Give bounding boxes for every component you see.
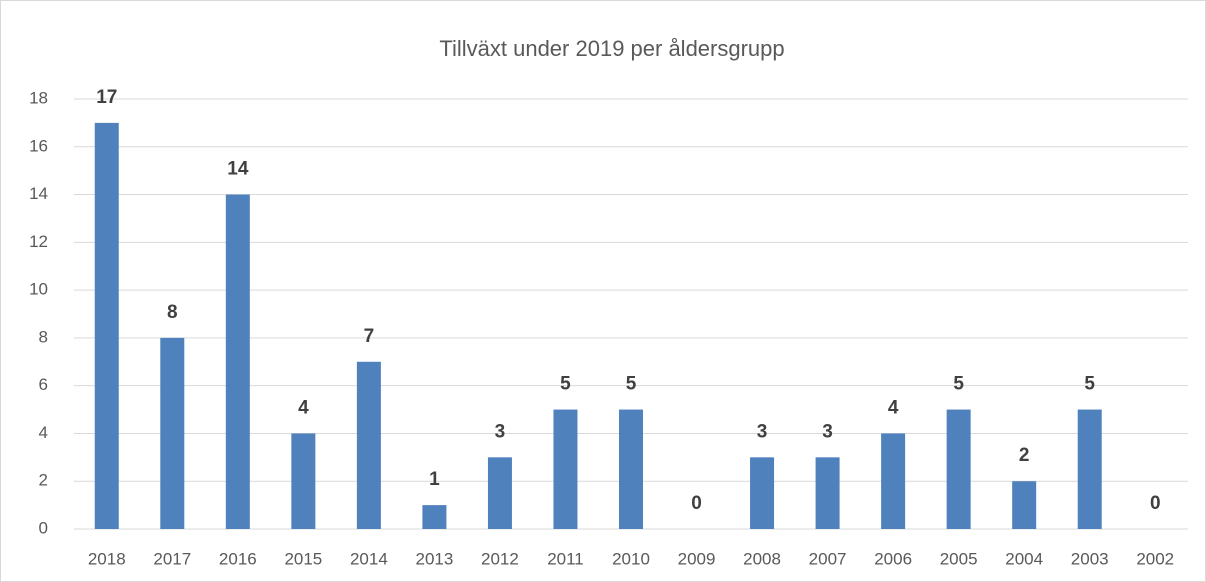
y-tick-label: 16	[29, 136, 48, 155]
x-tick-label: 2016	[219, 549, 257, 568]
y-tick-label: 18	[29, 88, 48, 107]
x-tick-label: 2006	[874, 549, 912, 568]
bar	[422, 505, 447, 529]
data-label: 3	[495, 421, 506, 442]
data-label: 8	[167, 302, 178, 323]
bar	[356, 361, 381, 529]
bar	[946, 409, 971, 529]
x-tick-label: 2004	[1005, 549, 1043, 568]
chart-title: Tillväxt under 2019 per åldersgrupp	[439, 36, 784, 61]
bar	[881, 433, 906, 529]
x-tick-label: 2018	[88, 549, 126, 568]
data-label: 14	[227, 159, 249, 180]
bar	[553, 409, 578, 529]
x-tick-label: 2011	[547, 549, 584, 568]
y-tick-label: 6	[39, 375, 48, 394]
x-tick-label: 2005	[940, 549, 978, 568]
x-tick-label: 2012	[481, 549, 519, 568]
y-tick-label: 14	[29, 184, 48, 203]
bar	[487, 457, 512, 529]
data-label: 4	[888, 397, 899, 418]
bar	[619, 409, 643, 529]
y-tick-label: 8	[39, 327, 48, 346]
x-tick-label: 2015	[284, 549, 322, 568]
x-tick-label: 2003	[1071, 549, 1109, 568]
data-label: 0	[1150, 493, 1161, 514]
bar	[291, 433, 316, 529]
bar	[1012, 481, 1037, 529]
bar	[750, 457, 775, 529]
bar	[225, 194, 250, 530]
bar	[815, 457, 840, 529]
y-tick-label: 4	[39, 423, 48, 442]
data-label: 1	[429, 469, 440, 490]
x-tick-label: 2017	[153, 549, 191, 568]
x-tick-label: 2013	[415, 549, 453, 568]
data-label: 5	[626, 374, 637, 395]
data-label: 4	[298, 397, 309, 418]
bar	[160, 337, 185, 529]
x-tick-label: 2009	[678, 549, 716, 568]
y-tick-label: 12	[29, 232, 48, 251]
data-label: 5	[560, 374, 571, 395]
bar	[94, 122, 119, 529]
x-tick-label: 2007	[809, 549, 847, 568]
data-label: 3	[757, 421, 768, 442]
data-label: 0	[691, 493, 702, 514]
data-label: 5	[1084, 374, 1095, 395]
x-tick-label: 2002	[1136, 549, 1174, 568]
data-label: 7	[364, 326, 375, 347]
y-tick-label: 2	[39, 471, 48, 490]
data-label: 5	[953, 374, 964, 395]
data-label: 3	[822, 421, 833, 442]
bar	[1077, 409, 1102, 529]
data-label: 17	[96, 87, 117, 108]
y-tick-label: 10	[29, 280, 48, 299]
y-tick-label: 0	[39, 518, 48, 537]
data-label: 2	[1019, 445, 1030, 466]
x-tick-label: 2014	[350, 549, 388, 568]
x-tick-label: 2010	[612, 549, 650, 568]
x-tick-label: 2008	[743, 549, 781, 568]
